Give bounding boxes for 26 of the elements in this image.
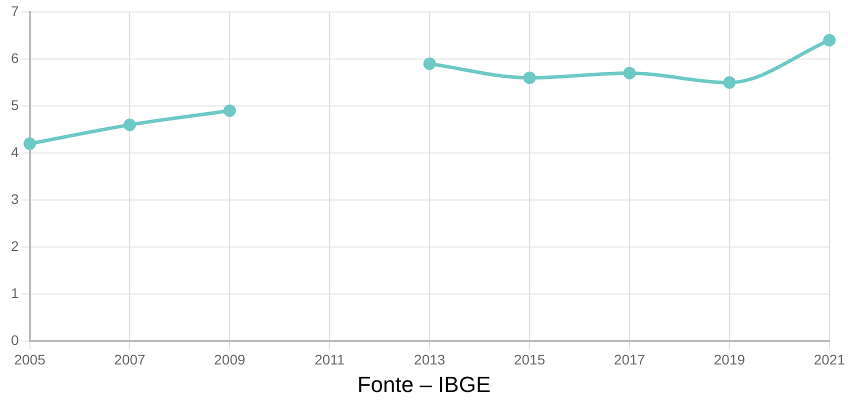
y-tick-label: 1	[10, 285, 19, 302]
x-tick-label: 2011	[314, 351, 345, 368]
x-tick-label: 2021	[814, 351, 846, 368]
y-tick-label: 4	[10, 144, 19, 160]
point	[123, 118, 136, 132]
y-tick-label: 2	[10, 238, 19, 254]
x-tick-label: 2013	[414, 351, 446, 368]
x-tick-label: 2009	[214, 351, 246, 368]
x-tick-label: 2017	[614, 351, 646, 368]
y-tick-label: 6	[10, 50, 19, 66]
x-tick-label: 2007	[114, 351, 146, 368]
point	[24, 137, 36, 150]
y-tick-label: 5	[10, 96, 19, 113]
source-note: Fonte – IBGE	[356, 372, 492, 398]
point	[523, 72, 536, 84]
y-tick-label: 3	[10, 190, 19, 207]
y-tick-label: 0	[10, 332, 19, 348]
point	[823, 34, 836, 46]
x-tick-label: 2019	[714, 351, 746, 368]
x-tick-label: 2005	[14, 351, 46, 368]
point	[223, 104, 236, 118]
point	[623, 66, 636, 80]
point	[723, 76, 736, 89]
point	[423, 57, 436, 70]
y-tick-label: 7	[10, 2, 19, 19]
x-tick-label: 2015	[514, 351, 546, 368]
